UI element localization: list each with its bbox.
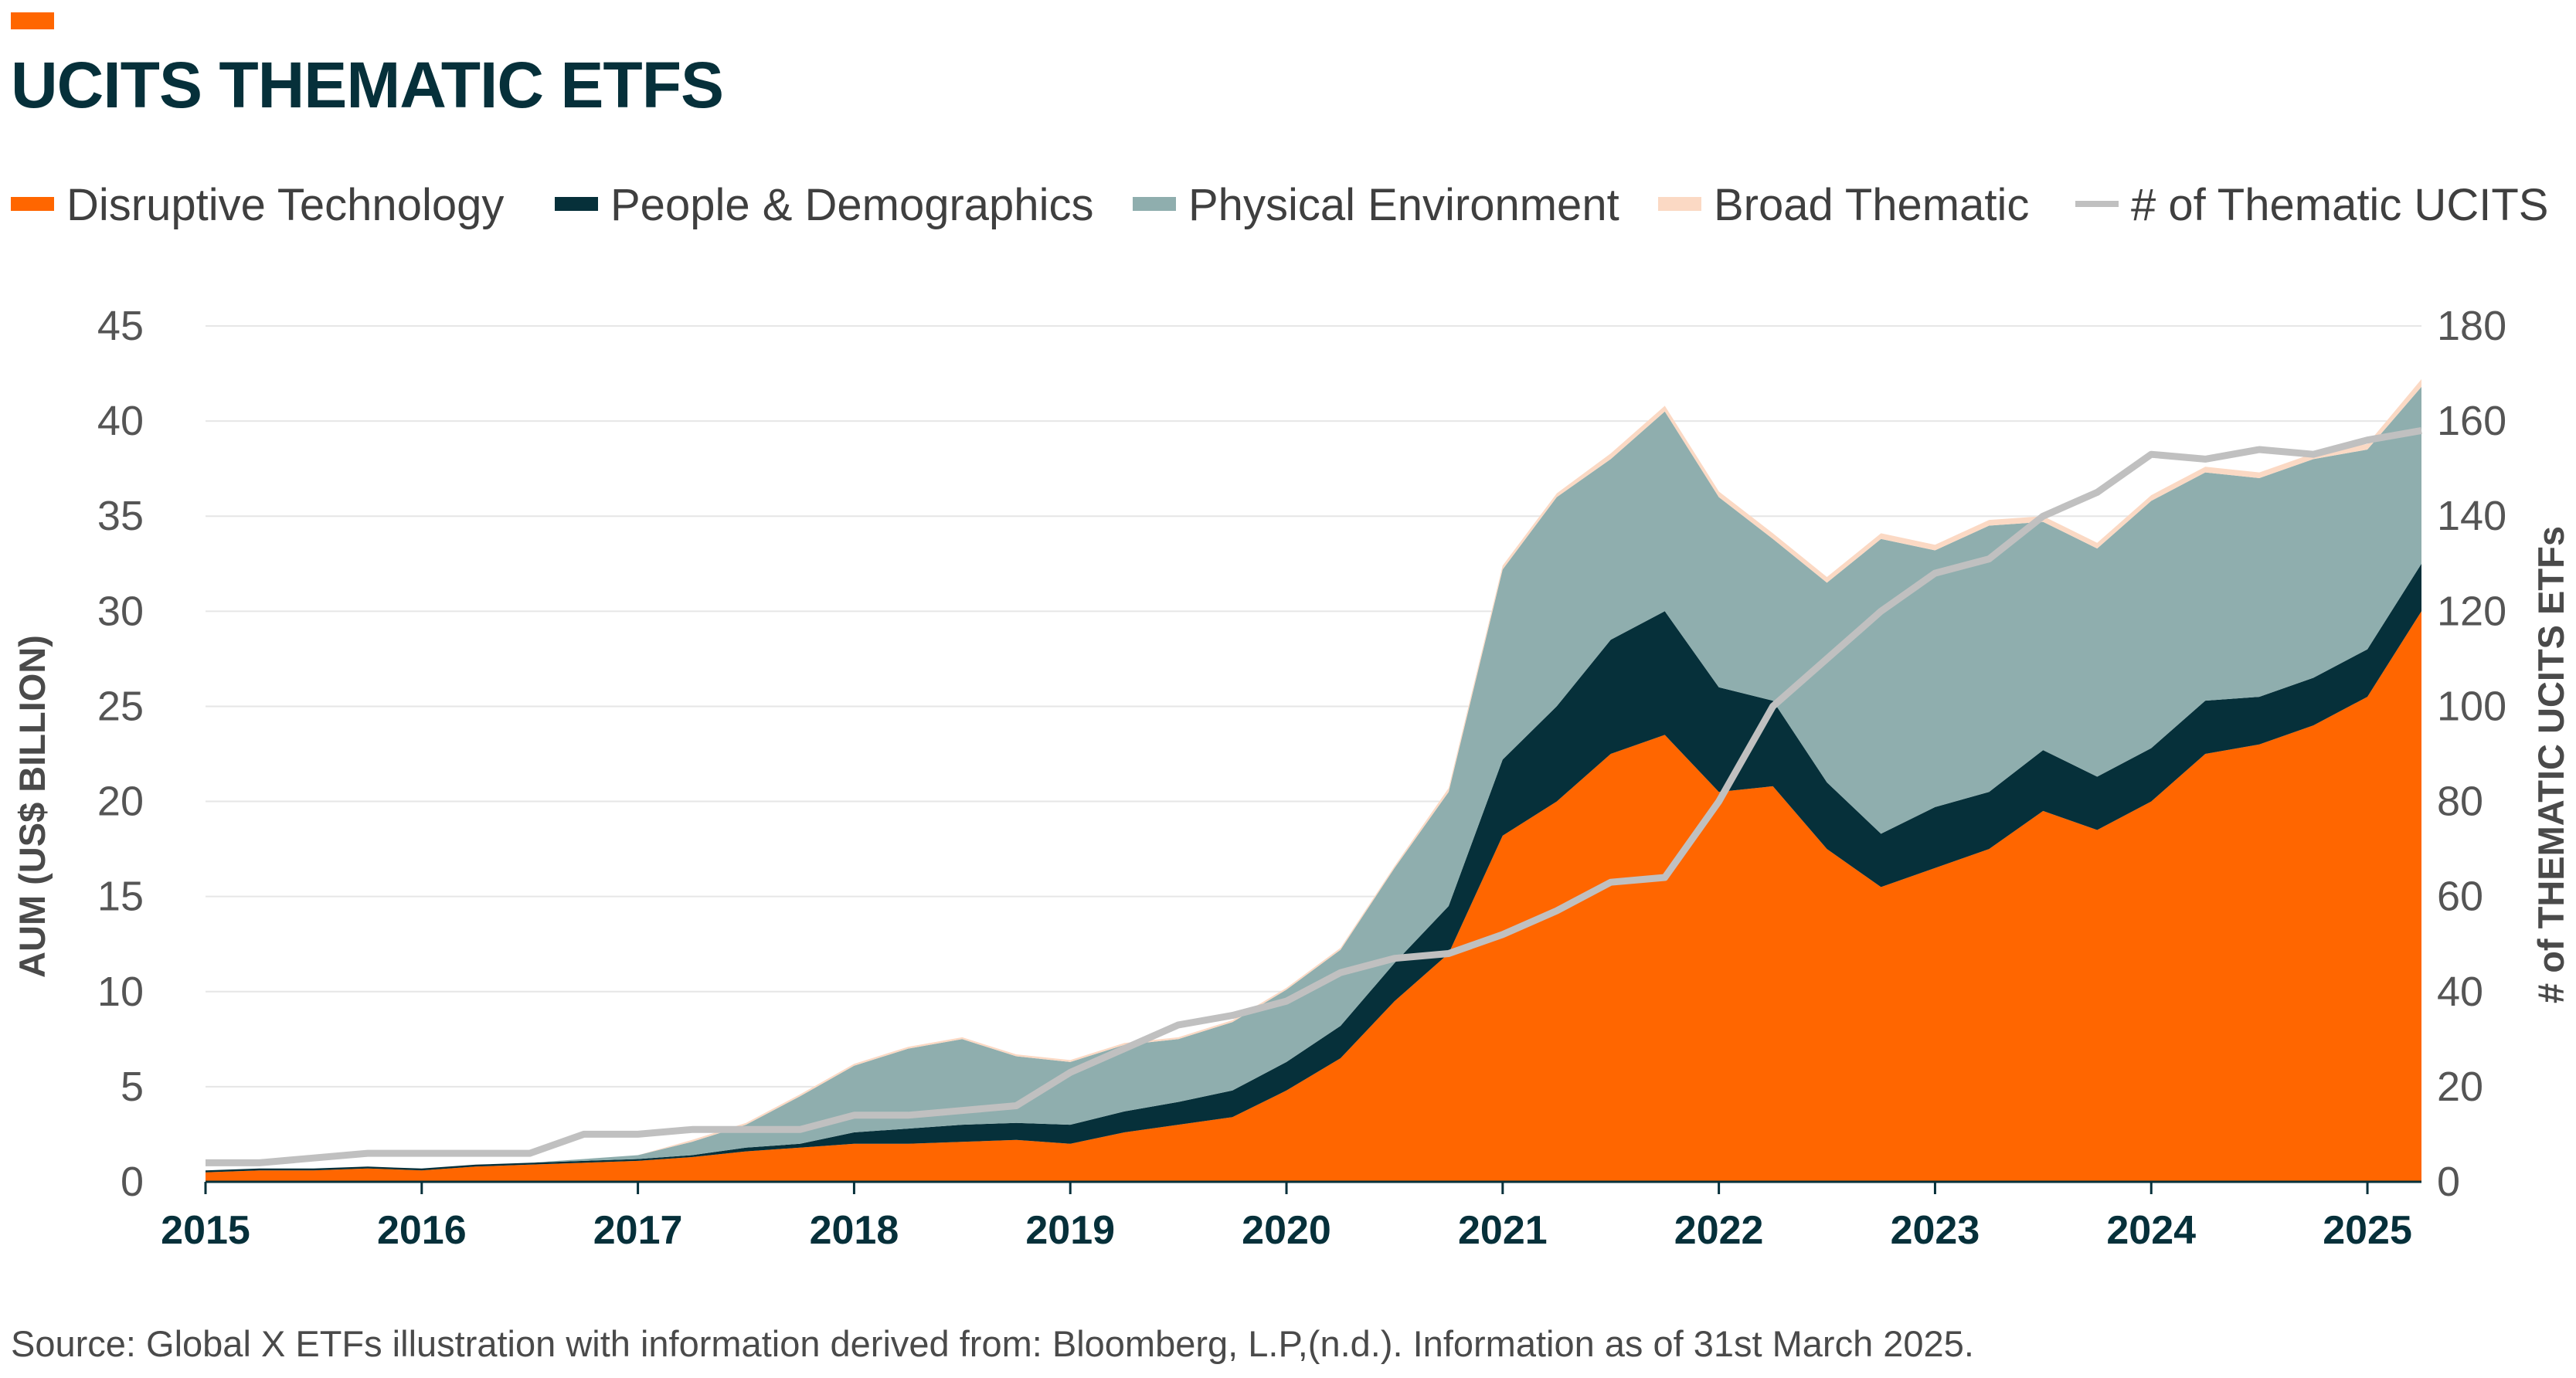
y2-tick-label-100: 100 [2437,683,2506,729]
page-title: UCITS THEMATIC ETFS [11,49,724,121]
x-tick-label-2015: 2015 [161,1208,250,1253]
axes: 2015 2016 2017 2018 2019 2020 2021 2022 2023 2024… [97,303,2506,1253]
y-tick-label-20: 20 [97,779,144,825]
y2-tick-label-0: 0 [2437,1159,2460,1205]
y-axis-label-left: AUM (US$ BILLION) [12,635,53,978]
x-tick-label-2018: 2018 [810,1208,899,1253]
y2-tick-label-80: 80 [2437,779,2483,825]
stacked-areas [206,378,2421,1182]
y-tick-label-35: 35 [97,493,144,539]
y2-tick-label-60: 60 [2437,874,2483,920]
x-tick-label-2024: 2024 [2106,1208,2196,1253]
legend-swatch-physical-environment [1133,197,1176,211]
line-thematic-ucits-count [206,426,2422,1166]
y-tick-label-25: 25 [97,683,144,729]
y-tick-label-0: 0 [121,1159,144,1205]
legend-label-people-demographics: People & Demographics [610,180,1094,230]
legend-swatch-disruptive-technology [11,197,54,211]
x-tick-label-2020: 2020 [1242,1208,1331,1253]
area-physical-environment [206,386,2421,1171]
x-tick-label-2019: 2019 [1025,1208,1115,1253]
legend-swatch-thematic-ucits-count [2075,201,2119,207]
x-tick-label-2016: 2016 [377,1208,467,1253]
legend: Disruptive Technology People & Demograph… [11,176,2561,230]
area-disruptive-technology [206,611,2421,1182]
title-accent-bar [11,12,54,29]
y2-tick-label-160: 160 [2437,398,2506,444]
x-tick-label-2023: 2023 [1891,1208,1980,1253]
y2-tick-label-140: 140 [2437,493,2506,539]
y-tick-label-15: 15 [97,874,144,920]
legend-label-disruptive-technology: Disruptive Technology [66,180,505,230]
y2-tick-label-20: 20 [2437,1064,2483,1110]
legend-label-physical-environment: Physical Environment [1188,180,1619,230]
area-people-demographics [206,563,2421,1173]
fund-count-line [206,426,2422,1166]
x-tick-label-2017: 2017 [593,1208,683,1253]
legend-label-broad-thematic: Broad Thematic [1714,180,2030,230]
x-tick-label-2021: 2021 [1458,1208,1548,1253]
y2-tick-label-120: 120 [2437,588,2506,634]
y2-tick-label-180: 180 [2437,303,2506,349]
source-note: Source: Global X ETFs illustration with … [11,1323,1974,1364]
y-tick-label-45: 45 [97,303,144,349]
legend-label-thematic-ucits-count: # of Thematic UCITS [2131,180,2549,230]
legend-swatch-people-demographics [555,197,598,211]
y2-tick-label-40: 40 [2437,969,2483,1015]
y-tick-label-5: 5 [121,1064,144,1110]
y-axis-label-right: # of THEMATIC UCITS ETFs [2530,526,2571,1003]
y-tick-label-10: 10 [97,969,144,1015]
y-tick-label-30: 30 [97,588,144,634]
x-tick-label-2022: 2022 [1674,1208,1764,1253]
legend-swatch-broad-thematic [1658,197,1701,211]
x-tick-label-2025: 2025 [2323,1208,2412,1253]
y-tick-label-40: 40 [97,398,144,444]
